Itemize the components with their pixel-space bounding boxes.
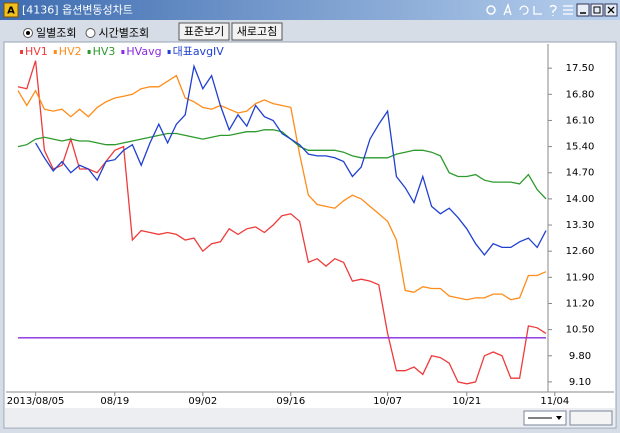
legend-label: HV3	[93, 45, 116, 58]
legend-marker	[167, 50, 171, 54]
x-tick-label: 10/07	[373, 396, 402, 407]
y-tick-label: 16.80	[566, 89, 595, 100]
x-tick-label: 08/19	[100, 396, 129, 407]
x-tick-label: 09/02	[188, 396, 217, 407]
title-bar	[0, 0, 620, 20]
maximize-button[interactable]	[590, 3, 604, 17]
legend-marker	[20, 50, 23, 54]
legend-label: 대표avgIV	[173, 45, 225, 58]
window-title: [4136] 옵션변동성차트	[22, 4, 133, 17]
y-tick-label: 14.70	[566, 168, 595, 179]
y-tick-label: 9.80	[569, 351, 591, 362]
legend-label: HVavg	[126, 45, 161, 58]
icon[interactable]	[519, 5, 529, 15]
app-icon	[3, 2, 19, 18]
legend-marker	[53, 50, 57, 54]
bottom-bar	[5, 408, 615, 427]
y-tick-label: 10.50	[566, 325, 595, 336]
legend-label: HV2	[59, 45, 82, 58]
y-tick-label: 13.30	[566, 220, 595, 231]
y-tick-label: 11.90	[566, 272, 595, 283]
button-label: 새로고침	[237, 25, 277, 38]
icon[interactable]	[549, 4, 557, 17]
series-line	[17, 74, 547, 301]
minimize-button[interactable]	[576, 3, 590, 17]
y-tick-label: 12.60	[566, 246, 595, 257]
x-tick-label: 11/04	[540, 396, 569, 407]
radio-dot	[26, 31, 30, 35]
y-tick-label: 14.00	[566, 194, 595, 205]
y-tick-label: 16.10	[566, 115, 595, 126]
button-label: 표준보기	[184, 25, 224, 38]
button[interactable]	[231, 22, 283, 41]
icon[interactable]	[503, 3, 512, 16]
radio-label: 일별조회	[36, 26, 76, 40]
icon[interactable]	[563, 5, 573, 15]
legend-marker	[121, 50, 125, 54]
icon	[607, 6, 615, 14]
scroll-control[interactable]	[569, 410, 613, 426]
series-line	[17, 129, 547, 200]
radio-button[interactable]	[85, 28, 96, 38]
y-tick-label: 11.20	[566, 298, 595, 309]
legend-marker	[87, 50, 91, 54]
icon	[593, 6, 601, 14]
window-controls	[486, 3, 618, 17]
chart-panel	[3, 41, 617, 429]
y-tick-label: 15.40	[566, 142, 595, 153]
series-line	[35, 63, 547, 256]
app-icon-label: A	[7, 6, 15, 17]
dropdown-arrow	[556, 416, 562, 420]
button[interactable]	[178, 22, 230, 41]
x-tick-label: 09/16	[276, 396, 305, 407]
x-tick-label: 2013/08/05	[7, 396, 65, 407]
radio-label: 시간별조회	[98, 27, 149, 40]
legend-label: HV1	[25, 45, 48, 58]
y-tick-label: 17.50	[566, 63, 595, 74]
x-tick-label: 10/21	[452, 396, 481, 407]
icon[interactable]	[486, 5, 496, 15]
icon[interactable]	[533, 6, 542, 15]
y-tick-label: 9.10	[569, 377, 591, 388]
